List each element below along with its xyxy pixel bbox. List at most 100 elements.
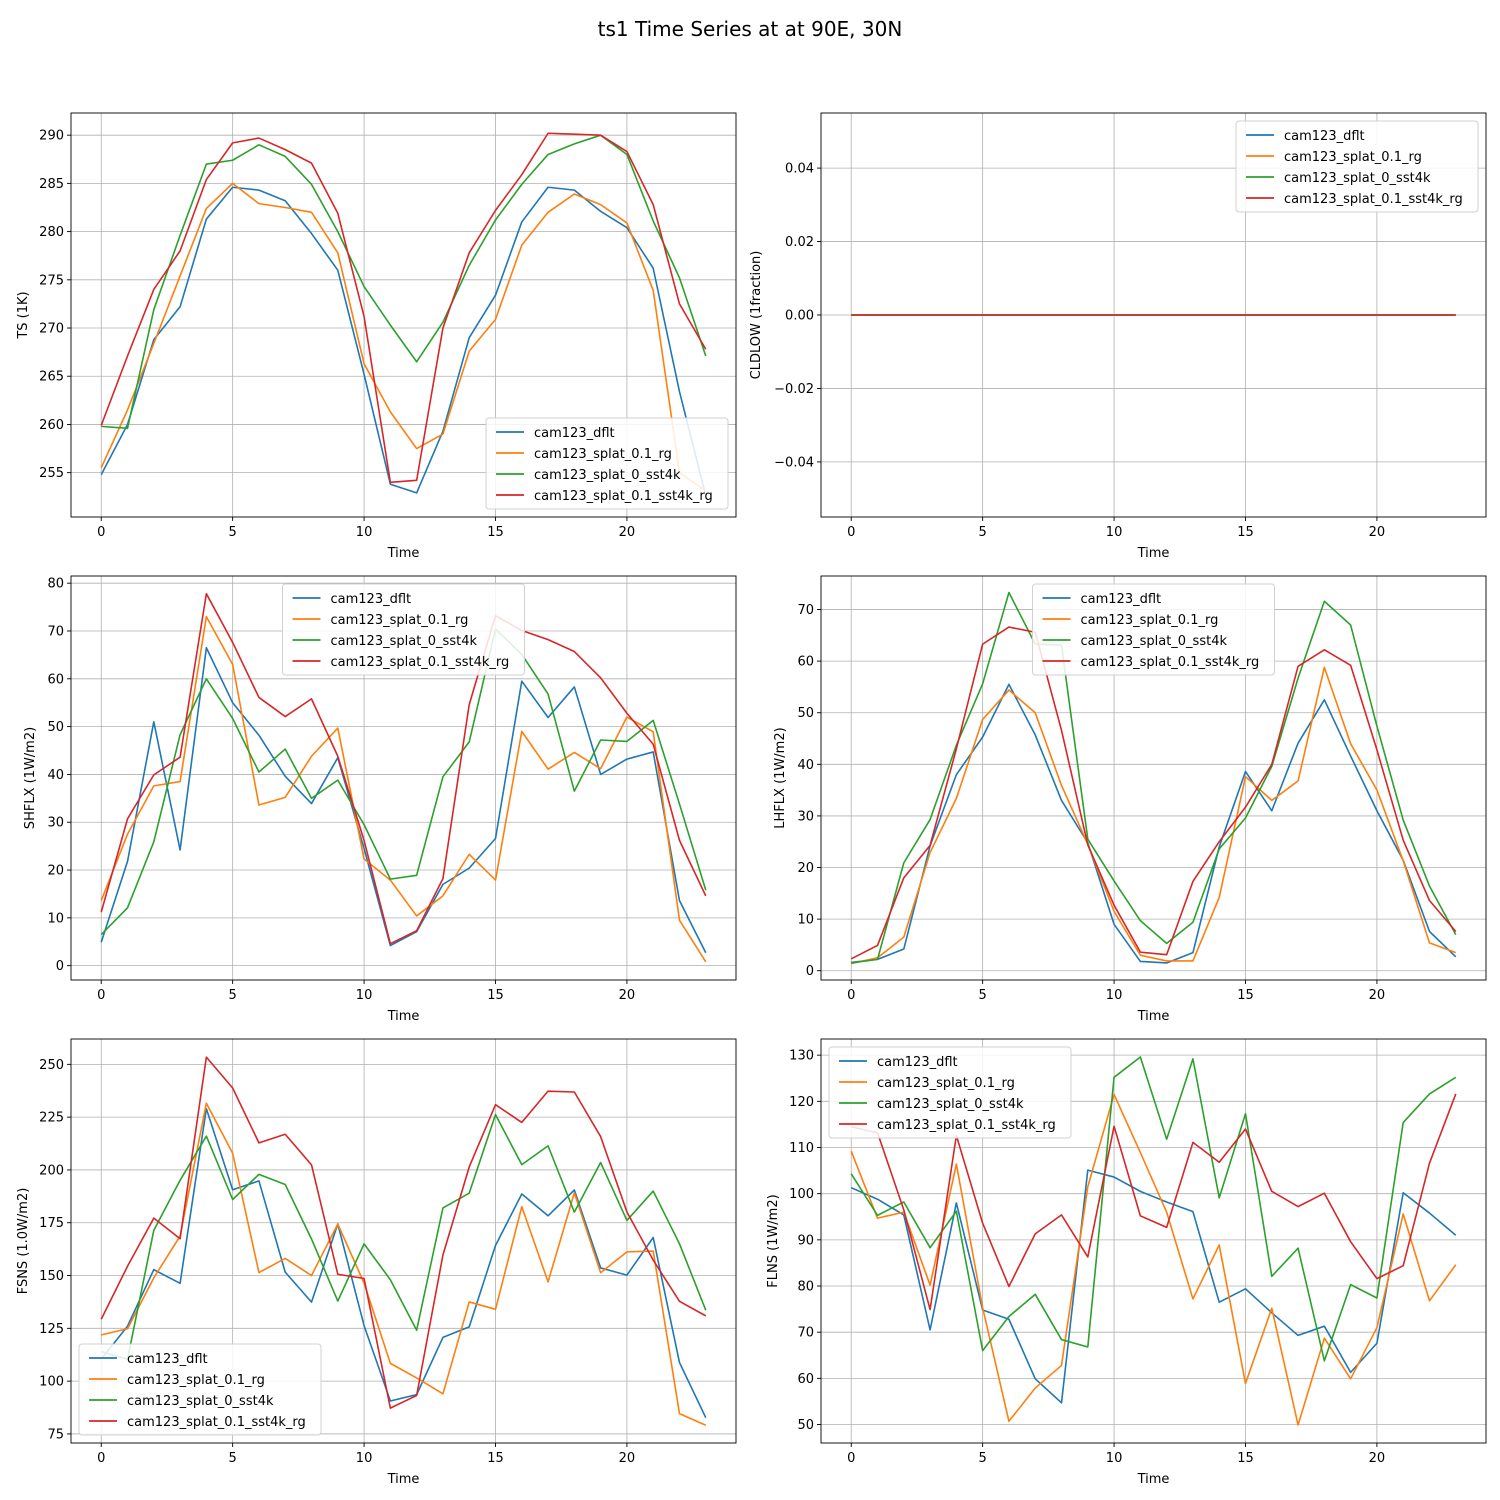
legend-label: cam123_splat_0.1_rg [534,447,672,462]
x-tick-label: 5 [979,1451,987,1466]
x-tick-label: 10 [356,1451,373,1466]
x-tick-label: 20 [619,1451,636,1466]
y-tick-label: −0.04 [774,455,814,470]
series-line-3 [851,591,1457,964]
legend-label: cam123_splat_0_sst4k [127,1394,274,1409]
x-tick-label: 0 [847,988,855,1003]
x-tick-label: 5 [229,1451,237,1466]
x-tick-label: 15 [487,988,504,1003]
axes-frame [70,1038,737,1444]
y-tick-label: 175 [39,1216,64,1231]
axes-frame [820,575,1487,981]
axes-frame [820,1038,1487,1444]
legend-label: cam123_splat_0_sst4k [1284,171,1431,186]
y-tick-label: 200 [39,1163,64,1178]
y-axis-label: LHFLX (1W/m2) [773,727,788,828]
legend-label: cam123_splat_0_sst4k [331,634,478,649]
legend-label: cam123_splat_0_sst4k [1081,634,1228,649]
x-tick-label: 15 [1237,988,1254,1003]
legend-label: cam123_splat_0.1_sst4k_rg [127,1415,306,1430]
subplot-3: 0 5 10 15 20 0 10 20 30 40 50 60 70 80 Time SHFLX (1W/m… [23,575,737,1024]
y-tick-label: 120 [789,1095,814,1110]
subplots: 0 5 10 15 20 255 260 265 270 275 280 285 290 Time TS (… [16,112,1487,1487]
legend-box [1235,120,1479,213]
legend-label: cam123_splat_0.1_sst4k_rg [534,489,713,504]
series-line-1 [851,683,1457,964]
series-line-3 [850,1056,1457,1362]
x-tick-label: 10 [1106,525,1123,540]
x-tick-label: 20 [619,525,636,540]
series-line-3 [101,1113,707,1360]
legend-label: cam123_splat_0.1_sst4k_rg [1081,655,1260,670]
y-tick-label: 0.00 [785,309,814,324]
x-tick-label: 15 [487,1451,504,1466]
y-tick-label: 30 [47,816,64,831]
series-line-4 [100,132,707,484]
x-axis-label: Time [1137,1009,1170,1024]
x-tick-label: 5 [979,525,987,540]
y-tick-label: 130 [789,1049,814,1064]
y-tick-label: 20 [797,861,814,876]
y-tick-label: 290 [39,129,64,144]
legend-label: cam123_splat_0.1_sst4k_rg [1284,192,1463,207]
y-tick-label: 265 [39,370,64,385]
axes-frame [70,112,737,518]
y-tick-label: 60 [797,1372,814,1387]
y-tick-label: 80 [47,577,64,592]
subplot-2: 0 5 10 15 20 −0.04 −0.02 0.00 0.02 0.04 Time CLDLOW… [749,112,1487,561]
x-tick-label: 0 [847,525,855,540]
y-axis-label: TS (1K) [16,291,31,339]
y-tick-label: 0.04 [785,162,814,177]
legend: cam123_dflt cam123_splat_0.1_rg cam123_spl… [282,583,525,676]
legend-label: cam123_dflt [331,592,412,607]
y-tick-label: 110 [789,1141,814,1156]
x-tick-label: 20 [1369,988,1386,1003]
legend-label: cam123_dflt [1284,129,1365,144]
x-tick-label: 10 [356,988,373,1003]
y-tick-label: 40 [47,768,64,783]
y-tick-label: 255 [39,466,64,481]
y-tick-label: 70 [797,1326,814,1341]
x-tick-label: 10 [1106,988,1123,1003]
series-line-2 [100,182,707,492]
legend-box [828,1046,1072,1139]
y-tick-label: −0.02 [774,382,814,397]
x-tick-label: 5 [229,988,237,1003]
x-tick-label: 5 [979,988,987,1003]
series-line-4 [850,626,1457,960]
y-tick-label: 60 [797,655,814,670]
y-tick-label: 0 [56,959,64,974]
series-line-1 [100,186,707,496]
x-tick-label: 20 [1369,1451,1386,1466]
x-tick-label: 0 [97,1451,105,1466]
legend-label: cam123_splat_0.1_rg [127,1373,265,1388]
legend-box [78,1343,322,1436]
y-tick-label: 90 [797,1233,814,1248]
y-axis-label: FSNS (1.0W/m2) [16,1188,31,1295]
x-tick-label: 15 [1237,525,1254,540]
legend: cam123_dflt cam123_splat_0.1_rg cam123_spl… [485,417,729,510]
y-tick-label: 280 [39,225,64,240]
legend-box [1032,583,1275,676]
legend-label: cam123_splat_0.1_rg [1284,150,1422,165]
x-tick-label: 20 [1369,525,1386,540]
subplot-1: 0 5 10 15 20 255 260 265 270 275 280 285 290 Time TS (… [16,112,737,561]
legend-box [282,583,525,676]
legend-label: cam123_splat_0.1_rg [1081,613,1219,628]
series-line-1 [850,1169,1457,1404]
y-tick-label: 260 [39,418,64,433]
axes-frame [70,575,737,981]
y-axis-label: CLDLOW (1fraction) [749,251,764,380]
x-tick-label: 0 [97,988,105,1003]
y-tick-label: 10 [47,911,64,926]
series-line-3 [100,628,707,936]
x-tick-label: 0 [97,525,105,540]
legend: cam123_dflt cam123_splat_0.1_rg cam123_spl… [1235,120,1479,213]
y-tick-label: 225 [39,1111,64,1126]
legend-label: cam123_dflt [534,426,615,441]
y-tick-label: 250 [39,1058,64,1073]
subplot-6: 0 5 10 15 20 50 60 70 80 90 100 110 120 130 Time FLNS (… [766,1038,1487,1487]
legend-label: cam123_splat_0.1_rg [877,1076,1015,1091]
legend-label: cam123_splat_0.1_rg [331,613,469,628]
